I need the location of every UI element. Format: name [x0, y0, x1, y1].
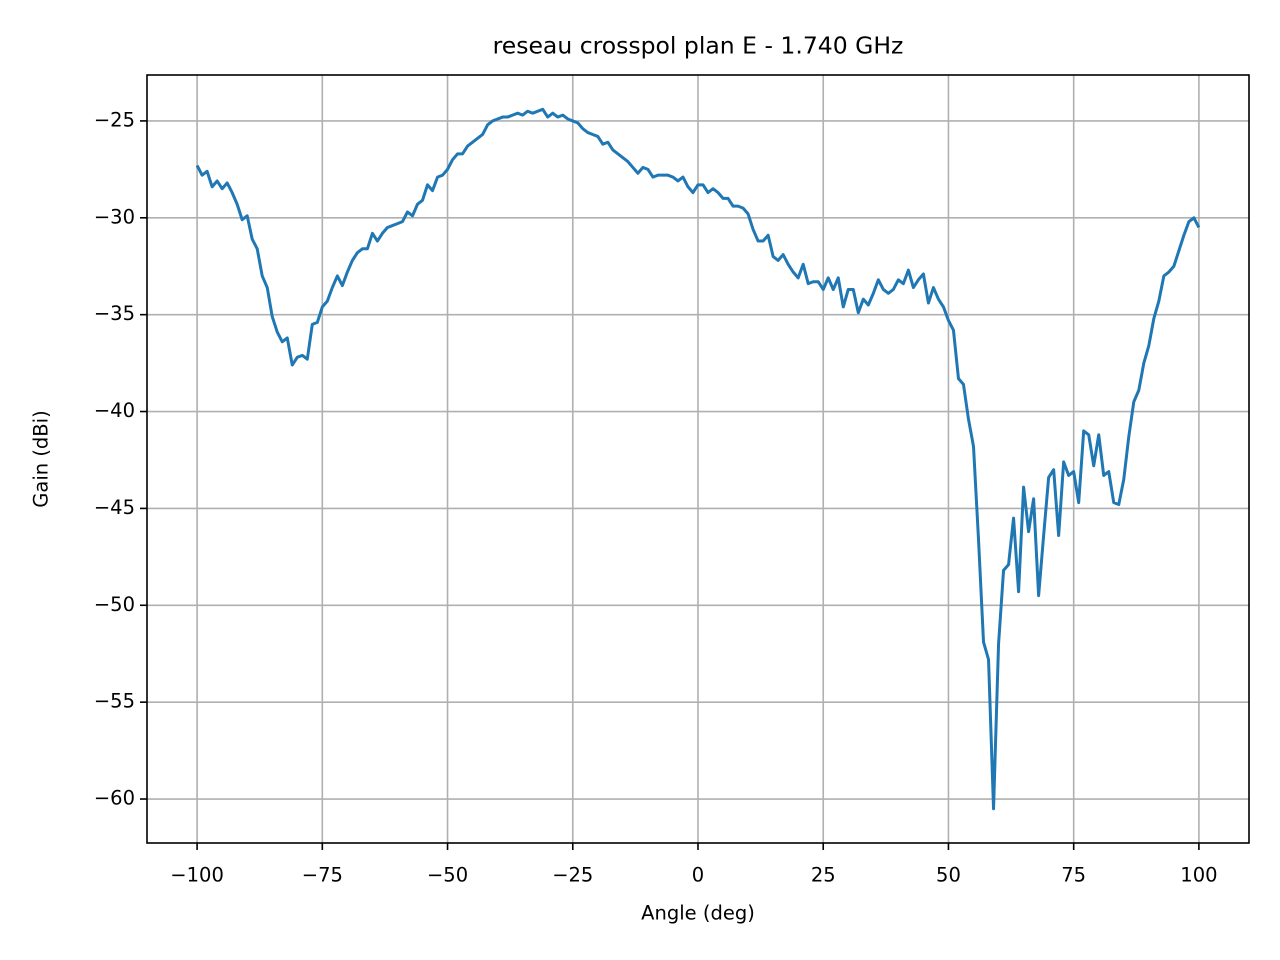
x-tick-label: −50 — [427, 864, 468, 887]
x-tick-label: 75 — [1061, 864, 1086, 887]
y-tick-label: −30 — [94, 205, 135, 228]
x-axis-label: Angle (deg) — [641, 902, 755, 925]
x-tick-label: 100 — [1180, 864, 1217, 887]
chart-title: reseau crosspol plan E - 1.740 GHz — [493, 32, 904, 60]
y-tick-label: −45 — [94, 496, 135, 519]
x-tick-label: −100 — [170, 864, 224, 887]
x-tick-label: −75 — [302, 864, 343, 887]
plot-frame — [146, 74, 1250, 844]
y-axis-label: Gain (dBi) — [30, 410, 53, 507]
y-tick-label: −55 — [94, 690, 135, 713]
x-tick-label: 0 — [692, 864, 704, 887]
y-tick-label: −50 — [94, 593, 135, 616]
x-tick-label: 50 — [936, 864, 961, 887]
x-tick-label: 25 — [811, 864, 836, 887]
y-tick-label: −25 — [94, 108, 135, 131]
x-tick-label: −25 — [552, 864, 593, 887]
y-tick-label: −60 — [94, 787, 135, 810]
y-tick-label: −35 — [94, 302, 135, 325]
y-tick-label: −40 — [94, 399, 135, 422]
data-line — [195, 107, 1201, 811]
